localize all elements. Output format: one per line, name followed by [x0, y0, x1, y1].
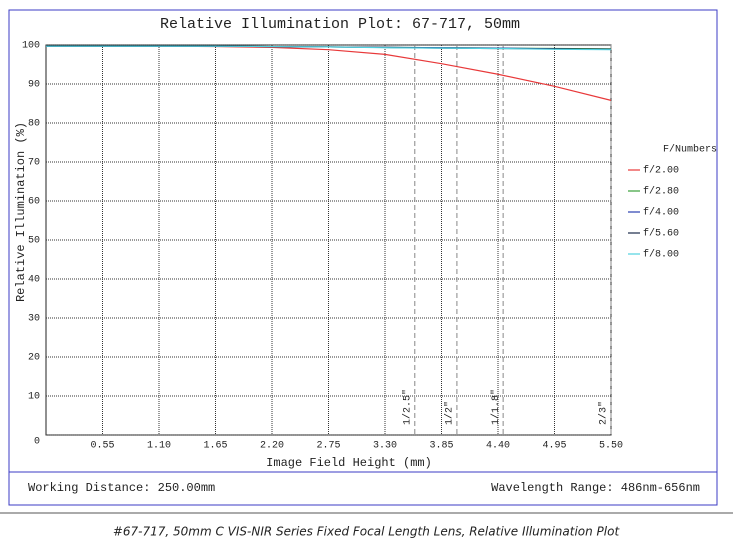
working-distance: Working Distance: 250.00mm — [28, 481, 215, 495]
sensor-label: 1/2" — [444, 401, 456, 425]
y-tick-label: 70 — [28, 158, 40, 169]
y-tick-label: 90 — [28, 80, 40, 91]
x-tick-label: 1.65 — [203, 441, 227, 452]
x-tick-label: 4.40 — [486, 441, 510, 452]
sensor-label: 1/2.5" — [401, 389, 413, 425]
x-tick-label: 2.75 — [316, 441, 340, 452]
x-axis-label: Image Field Height (mm) — [266, 456, 432, 470]
chart-title: Relative Illumination Plot: 67-717, 50mm — [160, 16, 520, 33]
legend-label: f/4.00 — [643, 207, 679, 219]
sensor-label: 1/1.8" — [490, 389, 502, 425]
x-tick-label: 4.95 — [542, 441, 566, 452]
y-tick-label: 0 — [34, 437, 40, 448]
legend-label: f/2.00 — [643, 165, 679, 177]
y-tick-label: 20 — [28, 353, 40, 364]
frame — [8, 9, 718, 506]
wavelength-range: Wavelength Range: 486nm-656nm — [491, 481, 700, 495]
x-tick-label: 3.85 — [429, 441, 453, 452]
y-tick-label: 80 — [28, 119, 40, 130]
y-tick-label: 60 — [28, 197, 40, 208]
legend-label: f/8.00 — [643, 249, 679, 261]
y-tick-label: 50 — [28, 236, 40, 247]
x-tick-label: 0.55 — [90, 441, 114, 452]
legend-title: F/Numbers — [663, 144, 717, 156]
series-line — [46, 45, 612, 51]
y-axis-label: Relative Illumination (%) — [14, 122, 28, 302]
sensor-label: 2/3" — [598, 401, 610, 425]
legend-label: f/5.60 — [643, 228, 679, 240]
y-tick-label: 40 — [28, 275, 40, 286]
caption: #67-717, 50mm C VIS-NIR Series Fixed Foc… — [113, 525, 621, 539]
y-tick-label: 30 — [28, 314, 40, 325]
x-tick-label: 5.50 — [599, 441, 623, 452]
y-tick-label: 100 — [22, 41, 40, 52]
x-tick-label: 2.20 — [260, 441, 284, 452]
x-tick-label: 1.10 — [147, 441, 171, 452]
x-tick-label: 3.30 — [373, 441, 397, 452]
legend-label: f/2.80 — [643, 186, 679, 198]
y-tick-label: 10 — [28, 392, 40, 403]
